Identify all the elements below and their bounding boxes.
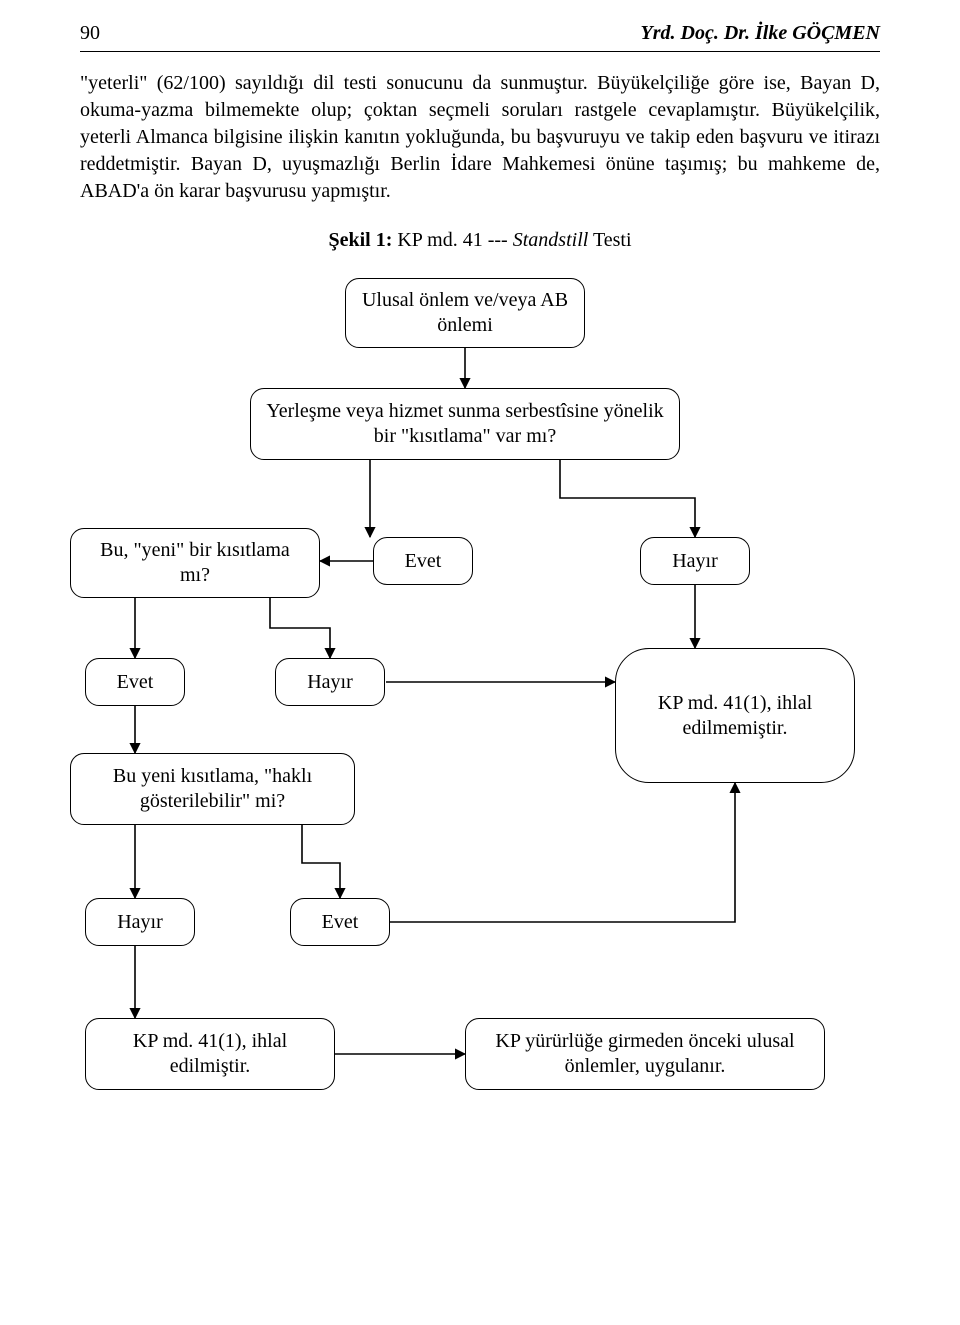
figure-title-text-2: Testi <box>588 229 631 251</box>
flowchart: Ulusal önlem ve/veya AB önlemi Yerleşme v… <box>70 278 870 1148</box>
author-name: Yrd. Doç. Dr. İlke GÖÇMEN <box>641 20 880 47</box>
flowchart-edge-5 <box>270 598 330 658</box>
body-paragraph: "yeterli" (62/100) sayıldığı dil testi s… <box>80 70 880 205</box>
figure-title-italic: Standstill <box>513 229 589 251</box>
flowchart-node-n8: Bu yeni kısıtlama, "haklı gösterilebilir… <box>70 753 355 825</box>
flowchart-edge-2 <box>560 460 695 537</box>
flowchart-node-n5: Hayır <box>640 537 750 585</box>
flowchart-node-n10: Hayır <box>85 898 195 946</box>
page-number: 90 <box>80 20 100 47</box>
figure-title-text-1: KP md. 41 --- <box>397 229 512 251</box>
flowchart-node-n7: Hayır <box>275 658 385 706</box>
flowchart-node-n1: Ulusal önlem ve/veya AB önlemi <box>345 278 585 348</box>
flowchart-node-n12: KP md. 41(1), ihlal edilmiştir. <box>85 1018 335 1090</box>
figure-title: Şekil 1: KP md. 41 --- Standstill Testi <box>80 227 880 254</box>
flowchart-edge-12 <box>390 783 735 922</box>
flowchart-node-n2: Yerleşme veya hizmet sunma serbestîsine … <box>250 388 680 460</box>
flowchart-node-n6: Evet <box>85 658 185 706</box>
page-header: 90 Yrd. Doç. Dr. İlke GÖÇMEN <box>80 20 880 52</box>
flowchart-node-n9: KP md. 41(1), ihlal edilmemiştir. <box>615 648 855 783</box>
flowchart-node-n4: Evet <box>373 537 473 585</box>
figure-title-label: Şekil 1: <box>328 229 397 251</box>
flowchart-node-n13: KP yürürlüğe girmeden önceki ulusal önle… <box>465 1018 825 1090</box>
flowchart-node-n11: Evet <box>290 898 390 946</box>
flowchart-edge-10 <box>302 825 340 898</box>
flowchart-node-n3: Bu, "yeni" bir kısıtlama mı? <box>70 528 320 598</box>
